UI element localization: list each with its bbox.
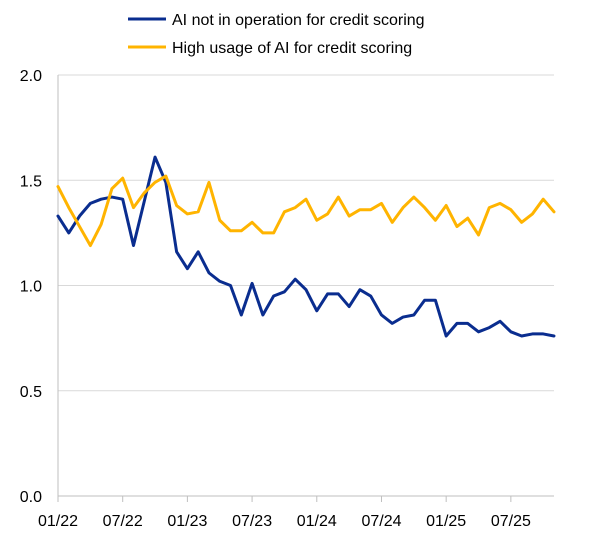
series-lines <box>56 155 556 338</box>
x-tick-label: 01/22 <box>38 513 78 530</box>
legend: AI not in operation for credit scoring Hi… <box>128 12 425 57</box>
x-tick-label: 07/22 <box>103 513 143 530</box>
legend-label-1: High usage of AI for credit scoring <box>172 40 412 57</box>
y-axis-ticks: 0.0 0.5 1.0 1.5 2.0 <box>20 68 42 506</box>
series-line-0 <box>56 155 556 338</box>
x-tick-label: 07/24 <box>361 513 401 530</box>
x-tick-label: 07/25 <box>491 513 531 530</box>
x-tick-label: 01/25 <box>426 513 466 530</box>
y-tick-label: 1.0 <box>20 279 42 296</box>
series-line-1 <box>56 174 556 248</box>
x-tick-label: 01/23 <box>167 513 207 530</box>
x-axis-ticks: 01/22 07/22 01/23 07/23 01/24 07/24 01/25 07/25 <box>38 496 531 530</box>
gridlines <box>58 74 554 392</box>
y-tick-label: 1.5 <box>20 173 42 190</box>
y-tick-label: 2.0 <box>20 68 42 85</box>
axes <box>57 75 554 497</box>
x-tick-label: 01/24 <box>297 513 337 530</box>
legend-label-0: AI not in operation for credit scoring <box>172 12 425 29</box>
y-tick-label: 0.5 <box>20 384 42 401</box>
y-tick-label: 0.0 <box>20 489 42 506</box>
x-tick-label: 07/23 <box>232 513 272 530</box>
